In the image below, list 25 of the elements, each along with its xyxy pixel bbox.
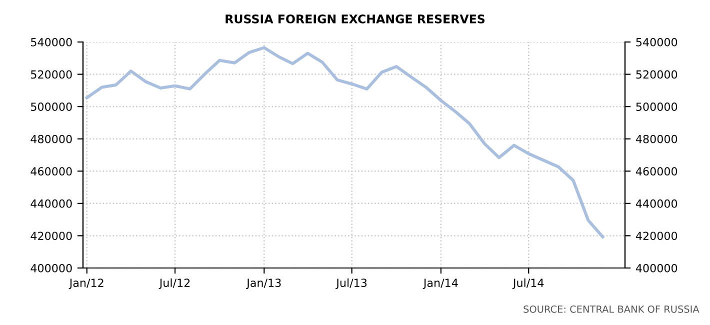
y2-tick-label: 420000 bbox=[636, 232, 678, 240]
x-tick-label: Jul/12 bbox=[158, 278, 190, 290]
y2-tick-label: 520000 bbox=[636, 70, 678, 79]
y2-tick-label: 460000 bbox=[636, 167, 678, 176]
y2-tick-label: 540000 bbox=[636, 38, 678, 46]
x-tick-label: Jul/14 bbox=[512, 278, 544, 290]
y-tick-label: 480000 bbox=[30, 134, 72, 144]
x-tick-label: Jul/13 bbox=[336, 278, 367, 290]
source-note: SOURCE: CENTRAL BANK OF RUSSIA bbox=[524, 305, 700, 313]
chart-title: RUSSIA FOREIGN EXCHANGE RESERVES bbox=[226, 14, 485, 24]
y-tick-label: 520000 bbox=[31, 70, 72, 79]
y-tick-label: 420000 bbox=[30, 232, 72, 240]
y-tick-label: 540000 bbox=[31, 38, 72, 46]
x-tick-label: Jan/12 bbox=[68, 278, 104, 290]
line-series bbox=[85, 46, 604, 238]
y2-tick-label: 500000 bbox=[636, 102, 678, 111]
x-tick-label: Jan/13 bbox=[246, 278, 281, 290]
y2-tick-label: 400000 bbox=[636, 264, 678, 272]
y2-tick-label: 480000 bbox=[636, 134, 678, 144]
y2-tick-label: 440000 bbox=[636, 199, 678, 208]
y-tick-label: 440000 bbox=[30, 199, 72, 208]
y-tick-label: 500000 bbox=[31, 102, 72, 111]
x-tick-label: Jan/14 bbox=[422, 278, 458, 290]
y-tick-label: 400000 bbox=[30, 264, 72, 272]
y-tick-label: 460000 bbox=[30, 167, 72, 176]
